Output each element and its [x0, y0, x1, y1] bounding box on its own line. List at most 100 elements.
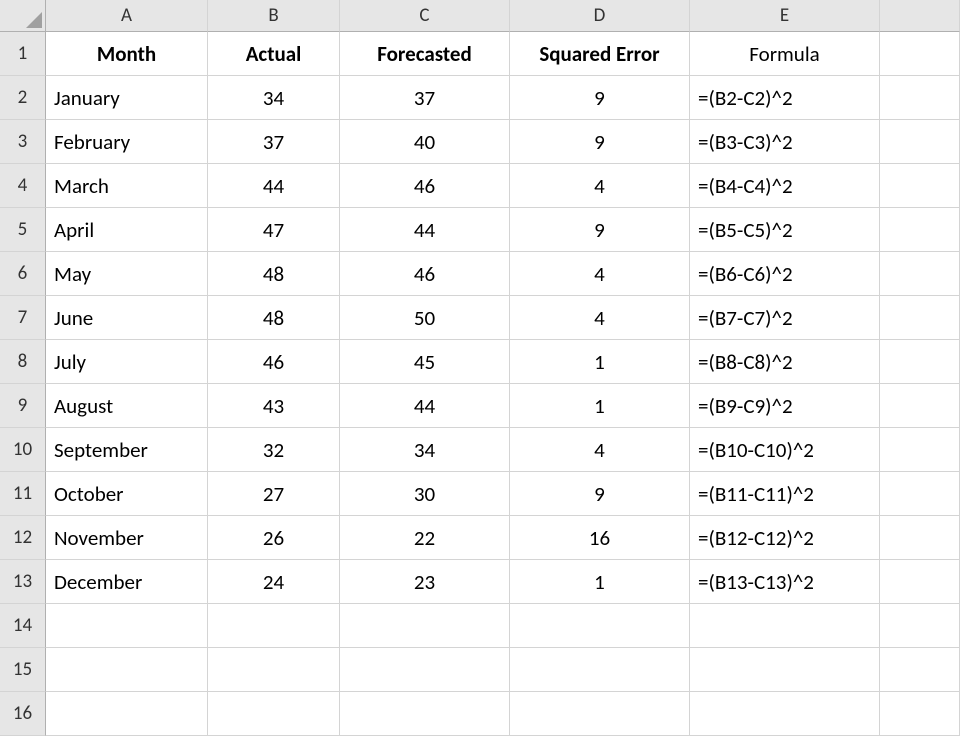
cell-d14[interactable] — [510, 604, 690, 648]
cell-e10[interactable]: =(B10-C10)^2 — [690, 428, 880, 472]
cell-f13[interactable] — [880, 560, 960, 604]
row-header-16[interactable]: 16 — [0, 692, 46, 736]
cell-f10[interactable] — [880, 428, 960, 472]
cell-a13[interactable]: December — [46, 560, 208, 604]
cell-d11[interactable]: 9 — [510, 472, 690, 516]
cell-f3[interactable] — [880, 120, 960, 164]
cell-a5[interactable]: April — [46, 208, 208, 252]
row-header-15[interactable]: 15 — [0, 648, 46, 692]
cell-b13[interactable]: 24 — [208, 560, 340, 604]
cell-d1[interactable]: Squared Error — [510, 32, 690, 76]
cell-b15[interactable] — [208, 648, 340, 692]
row-header-4[interactable]: 4 — [0, 164, 46, 208]
cell-d5[interactable]: 9 — [510, 208, 690, 252]
cell-a10[interactable]: September — [46, 428, 208, 472]
row-header-5[interactable]: 5 — [0, 208, 46, 252]
row-header-13[interactable]: 13 — [0, 560, 46, 604]
cell-c3[interactable]: 40 — [340, 120, 510, 164]
cell-f1[interactable] — [880, 32, 960, 76]
cell-e3[interactable]: =(B3-C3)^2 — [690, 120, 880, 164]
cell-d9[interactable]: 1 — [510, 384, 690, 428]
cell-d10[interactable]: 4 — [510, 428, 690, 472]
cell-e8[interactable]: =(B8-C8)^2 — [690, 340, 880, 384]
cell-c14[interactable] — [340, 604, 510, 648]
cell-d3[interactable]: 9 — [510, 120, 690, 164]
cell-c7[interactable]: 50 — [340, 296, 510, 340]
col-header-e[interactable]: E — [690, 0, 880, 32]
cell-f2[interactable] — [880, 76, 960, 120]
cell-c4[interactable]: 46 — [340, 164, 510, 208]
row-header-3[interactable]: 3 — [0, 120, 46, 164]
select-all-corner[interactable] — [0, 0, 46, 32]
row-header-2[interactable]: 2 — [0, 76, 46, 120]
cell-f12[interactable] — [880, 516, 960, 560]
cell-d12[interactable]: 16 — [510, 516, 690, 560]
cell-f15[interactable] — [880, 648, 960, 692]
cell-a11[interactable]: October — [46, 472, 208, 516]
cell-a3[interactable]: February — [46, 120, 208, 164]
cell-d2[interactable]: 9 — [510, 76, 690, 120]
cell-d6[interactable]: 4 — [510, 252, 690, 296]
cell-b7[interactable]: 48 — [208, 296, 340, 340]
row-header-14[interactable]: 14 — [0, 604, 46, 648]
cell-c6[interactable]: 46 — [340, 252, 510, 296]
row-header-10[interactable]: 10 — [0, 428, 46, 472]
cell-f8[interactable] — [880, 340, 960, 384]
cell-e9[interactable]: =(B9-C9)^2 — [690, 384, 880, 428]
cell-a15[interactable] — [46, 648, 208, 692]
cell-b2[interactable]: 34 — [208, 76, 340, 120]
cell-e5[interactable]: =(B5-C5)^2 — [690, 208, 880, 252]
row-header-7[interactable]: 7 — [0, 296, 46, 340]
cell-d13[interactable]: 1 — [510, 560, 690, 604]
cell-c9[interactable]: 44 — [340, 384, 510, 428]
cell-a14[interactable] — [46, 604, 208, 648]
cell-e1[interactable]: Formula — [690, 32, 880, 76]
cell-c11[interactable]: 30 — [340, 472, 510, 516]
cell-d4[interactable]: 4 — [510, 164, 690, 208]
cell-e4[interactable]: =(B4-C4)^2 — [690, 164, 880, 208]
row-header-8[interactable]: 8 — [0, 340, 46, 384]
cell-b6[interactable]: 48 — [208, 252, 340, 296]
cell-e11[interactable]: =(B11-C11)^2 — [690, 472, 880, 516]
cell-c8[interactable]: 45 — [340, 340, 510, 384]
cell-e6[interactable]: =(B6-C6)^2 — [690, 252, 880, 296]
col-header-d[interactable]: D — [510, 0, 690, 32]
cell-c16[interactable] — [340, 692, 510, 736]
cell-e2[interactable]: =(B2-C2)^2 — [690, 76, 880, 120]
cell-a16[interactable] — [46, 692, 208, 736]
cell-a8[interactable]: July — [46, 340, 208, 384]
cell-d16[interactable] — [510, 692, 690, 736]
cell-e12[interactable]: =(B12-C12)^2 — [690, 516, 880, 560]
cell-b1[interactable]: Actual — [208, 32, 340, 76]
col-header-c[interactable]: C — [340, 0, 510, 32]
cell-c2[interactable]: 37 — [340, 76, 510, 120]
cell-f9[interactable] — [880, 384, 960, 428]
row-header-12[interactable]: 12 — [0, 516, 46, 560]
cell-d7[interactable]: 4 — [510, 296, 690, 340]
cell-a1[interactable]: Month — [46, 32, 208, 76]
cell-e13[interactable]: =(B13-C13)^2 — [690, 560, 880, 604]
cell-c1[interactable]: Forecasted — [340, 32, 510, 76]
cell-c15[interactable] — [340, 648, 510, 692]
cell-f14[interactable] — [880, 604, 960, 648]
cell-e15[interactable] — [690, 648, 880, 692]
row-header-11[interactable]: 11 — [0, 472, 46, 516]
cell-f5[interactable] — [880, 208, 960, 252]
cell-c5[interactable]: 44 — [340, 208, 510, 252]
cell-b5[interactable]: 47 — [208, 208, 340, 252]
cell-b8[interactable]: 46 — [208, 340, 340, 384]
cell-f6[interactable] — [880, 252, 960, 296]
cell-b12[interactable]: 26 — [208, 516, 340, 560]
col-header-b[interactable]: B — [208, 0, 340, 32]
cell-f16[interactable] — [880, 692, 960, 736]
cell-a2[interactable]: January — [46, 76, 208, 120]
cell-b10[interactable]: 32 — [208, 428, 340, 472]
cell-f7[interactable] — [880, 296, 960, 340]
cell-c10[interactable]: 34 — [340, 428, 510, 472]
cell-a4[interactable]: March — [46, 164, 208, 208]
cell-f4[interactable] — [880, 164, 960, 208]
cell-a7[interactable]: June — [46, 296, 208, 340]
cell-e7[interactable]: =(B7-C7)^2 — [690, 296, 880, 340]
cell-a12[interactable]: November — [46, 516, 208, 560]
col-header-f[interactable] — [880, 0, 960, 32]
